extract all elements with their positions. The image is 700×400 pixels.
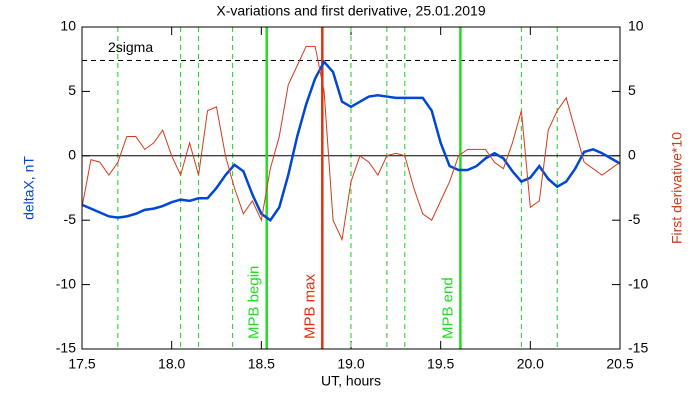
y-tick-label: -5 [64,211,77,227]
x-tick-label: 18.0 [158,356,185,372]
y2-tick-label: -5 [628,211,641,227]
marked-vline-label: MPB end [439,277,456,339]
hline-label: 2sigma [108,39,153,55]
chart-title: X-variations and first derivative, 25.01… [216,3,485,19]
y2-tick-label: -15 [628,340,648,356]
y-tick-label: 10 [60,18,76,34]
marked-vline-label: MPB begin [246,266,263,339]
y-tick-label: -15 [56,340,76,356]
x-tick-label: 17.5 [68,356,95,372]
y-tick-label: 0 [68,147,76,163]
y2-tick-label: 10 [628,18,644,34]
plot-frame [81,26,621,350]
y-axis-label: deltaX, nT [21,156,37,220]
x-tick-label: 20.0 [517,356,544,372]
x-tick-label: 19.0 [337,356,364,372]
y-tick-label: 5 [68,82,76,98]
x-tick-label: 19.5 [427,356,454,372]
y-tick-label: -10 [56,275,76,291]
y2-tick-label: 0 [628,147,636,163]
y2-tick-label: -10 [628,275,648,291]
x-axis-label: UT, hours [321,373,381,389]
x-tick-label: 20.5 [606,356,633,372]
series-line [81,59,621,222]
x-tick-label: 18.5 [248,356,275,372]
y2-axis-label: First derivative*10 [669,132,685,244]
series-line [81,45,621,242]
y2-tick-label: 5 [628,82,636,98]
marked-vline-label: MPB max [301,273,318,339]
